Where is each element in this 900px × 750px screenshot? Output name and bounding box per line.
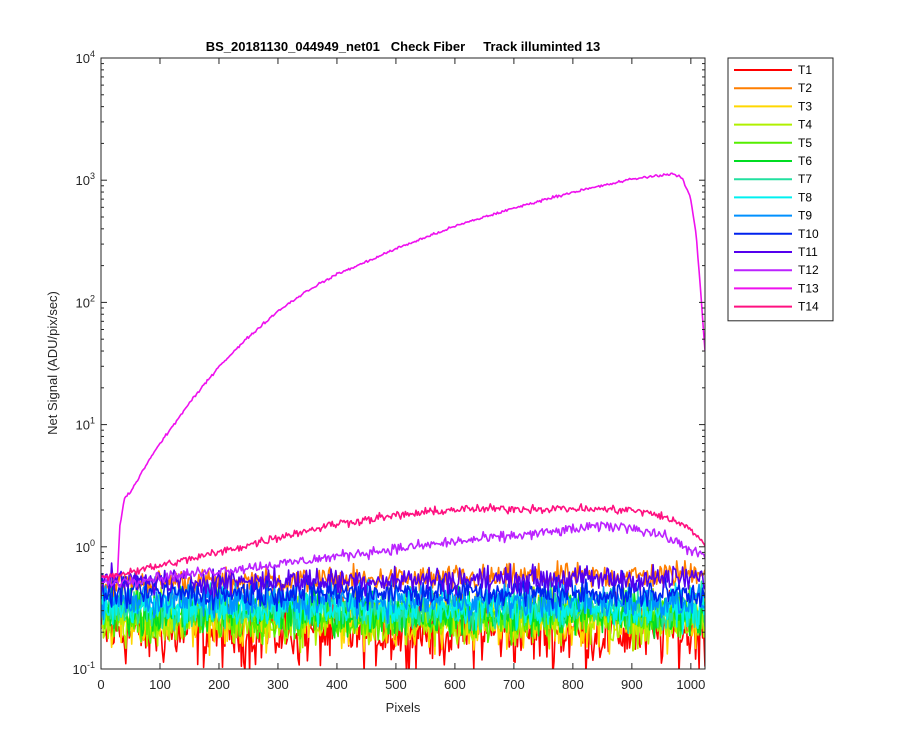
x-tick-label: 0	[97, 677, 104, 692]
y-axis-label: Net Signal (ADU/pix/sec)	[45, 291, 60, 435]
series-line-t11	[101, 562, 705, 598]
legend-label-t3: T3	[798, 99, 812, 113]
plot-area-box	[100, 57, 706, 670]
x-tick-label: 500	[385, 677, 407, 692]
chart-title: BS_20181130_044949_net01 Check Fiber Tra…	[206, 39, 601, 54]
legend-label-t2: T2	[798, 81, 812, 95]
x-tick-label: 900	[621, 677, 643, 692]
series-line-t10	[101, 570, 705, 612]
series-line-t13	[101, 172, 705, 579]
x-tick-label: 400	[326, 677, 348, 692]
x-tick-label: 300	[267, 677, 289, 692]
y-tick-label: 100	[76, 538, 95, 555]
x-tick-label: 1000	[676, 677, 705, 692]
legend-label-t9: T9	[798, 209, 812, 223]
x-tick-label: 100	[149, 677, 171, 692]
legend-box	[727, 57, 834, 322]
series-line-t9	[101, 578, 705, 624]
legend-label-t12: T12	[798, 263, 819, 277]
x-tick-label: 700	[503, 677, 525, 692]
x-tick-label: 200	[208, 677, 230, 692]
legend-label-t11: T11	[798, 245, 818, 259]
legend-label-t10: T10	[798, 227, 819, 241]
legend-label-t14: T14	[798, 300, 819, 314]
x-axis-label: Pixels	[386, 700, 421, 715]
y-tick-label: 10-1	[73, 660, 95, 677]
y-tick-label: 104	[76, 49, 95, 66]
legend-label-t5: T5	[798, 136, 812, 150]
legend-label-t4: T4	[798, 118, 812, 132]
legend-label-t13: T13	[798, 281, 819, 295]
legend-label-t1: T1	[798, 63, 812, 77]
y-tick-label: 103	[76, 171, 95, 188]
x-tick-label: 600	[444, 677, 466, 692]
legend-label-t6: T6	[798, 154, 812, 168]
series-line-t14	[101, 503, 705, 581]
legend-label-t8: T8	[798, 190, 812, 204]
legend: T1 T2 T3 T4 T5 T6 T7 T8 T9 T10 T11 T12 T13 T14	[727, 57, 834, 322]
series-line-t12	[101, 521, 705, 588]
y-tick-label: 102	[76, 293, 95, 310]
x-tick-label: 800	[562, 677, 584, 692]
legend-label-t7: T7	[798, 172, 812, 186]
y-tick-label: 101	[76, 416, 95, 433]
